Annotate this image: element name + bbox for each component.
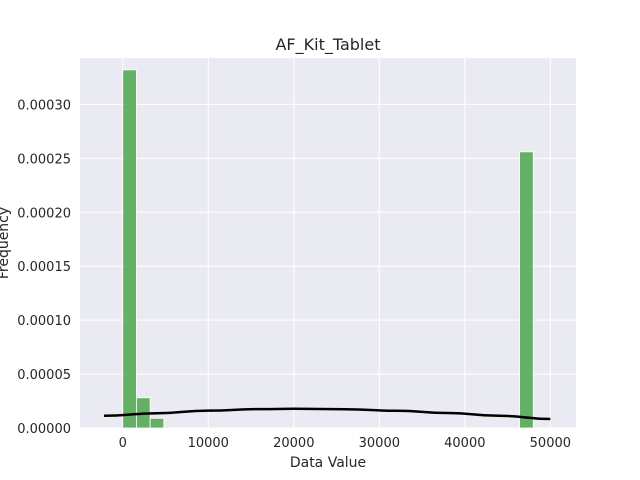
plot-area: [80, 58, 576, 428]
density-curve: [103, 407, 551, 421]
histogram-bar: [122, 69, 137, 429]
x-tick-label: 30000: [359, 436, 400, 451]
grid-lines: [80, 58, 576, 429]
y-tick-label: 0.00030: [17, 98, 71, 113]
y-axis-label: Frequency: [0, 207, 12, 279]
y-tick-label: 0.00015: [17, 260, 71, 275]
x-tick-label: 0: [119, 436, 127, 451]
histogram-bars: [122, 69, 534, 429]
x-tick-label: 50000: [530, 436, 571, 451]
chart-title: AF_Kit_Tablet: [275, 35, 380, 55]
x-tick-label: 40000: [444, 436, 485, 451]
x-axis-label: Data Value: [290, 455, 366, 471]
y-tick-label: 0.00025: [17, 152, 71, 167]
x-tick-label: 10000: [188, 436, 229, 451]
x-tick-label: 20000: [273, 436, 314, 451]
y-tick-label: 0.00000: [17, 422, 71, 437]
y-tick-label: 0.00020: [17, 206, 71, 221]
histogram-bar: [149, 417, 165, 429]
histogram-bar: [519, 151, 534, 429]
x-axis-ticks: 0 10000 20000 30000 40000 50000: [119, 436, 571, 451]
y-tick-label: 0.00010: [17, 314, 71, 329]
y-axis-ticks: 0.00000 0.00005 0.00010 0.00015 0.00020 0.000…: [17, 98, 71, 437]
y-tick-label: 0.00005: [17, 368, 71, 383]
